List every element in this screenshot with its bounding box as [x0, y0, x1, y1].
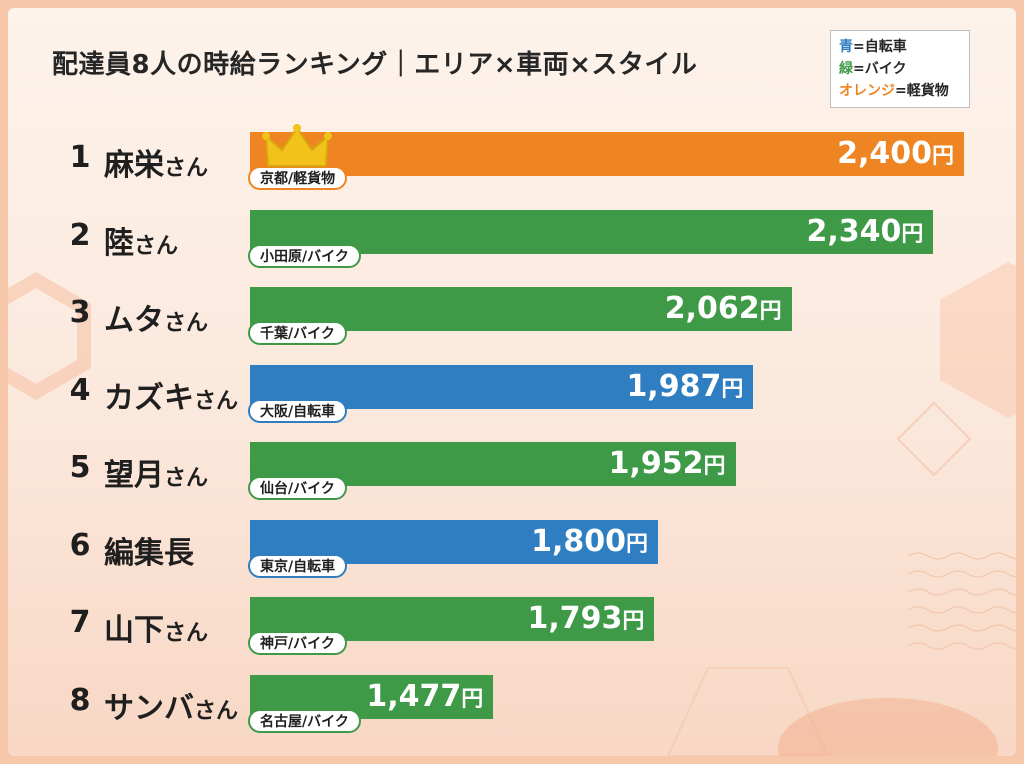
person-name: 山下さん	[104, 605, 208, 649]
person-name-text: 陸	[104, 225, 134, 261]
bar-value-number: 2,062	[664, 291, 760, 326]
honorific-suffix: さん	[194, 388, 239, 414]
bar-value-label: 2,400円	[837, 136, 954, 171]
bar-row: 1 麻栄さん 2,400円 京都/軽貨物	[8, 124, 1016, 202]
ranking-bar-chart: 1 麻栄さん 2,400円 京都/軽貨物 2 陸さん 2,340円 小田原/バイク 3 ムタさん 2…	[8, 8, 1016, 756]
legend-item-moto: 緑=バイク	[839, 58, 969, 80]
bar: 1,800円	[250, 519, 658, 564]
person-name-text: 麻栄	[104, 148, 164, 183]
bar-value-unit: 円	[721, 376, 744, 402]
bar-value-label: 1,477円	[366, 679, 483, 714]
bar-value-number: 1,800	[531, 523, 626, 559]
area-vehicle-tag: 仙台/バイク	[248, 476, 347, 500]
honorific-suffix: さん	[194, 698, 239, 724]
bar-value-unit: 円	[625, 531, 648, 557]
bar-value-unit: 円	[759, 299, 782, 324]
legend-key-green: 緑	[839, 61, 853, 77]
area-vehicle-tag: 小田原/バイク	[248, 243, 361, 268]
bar-row: 7 山下さん 1,793円神戸/バイク	[8, 595, 1016, 667]
rank-number: 6	[69, 527, 91, 563]
bar-row: 5 望月さん 1,952円仙台/バイク	[8, 440, 1016, 512]
honorific-suffix: さん	[134, 233, 179, 259]
chart-canvas: 配達員8人の時給ランキング｜エリア×車両×スタイル 青=自転車 緑=バイク オレ…	[8, 8, 1016, 756]
area-vehicle-tag: 千葉/バイク	[248, 321, 347, 345]
area-vehicle-tag: 大阪/自転車	[248, 398, 348, 423]
bar-row: 8 サンバさん 1,477円 名古屋/バイク	[8, 673, 1016, 745]
person-name-text: ムタ	[104, 303, 164, 338]
bar-value-unit: 円	[931, 144, 954, 169]
person-name: 編集長	[104, 528, 194, 572]
person-name-text: カズキ	[104, 380, 194, 416]
bar-row: 3 ムタさん 2,062円千葉/バイク	[8, 285, 1016, 357]
bar-value-number: 1,793	[527, 601, 623, 636]
bar-value-label: 1,987円	[626, 369, 743, 404]
chart-title: 配達員8人の時給ランキング｜エリア×車両×スタイル	[52, 50, 698, 80]
bar-value-number: 1,952	[608, 446, 704, 481]
rank-number: 8	[69, 682, 91, 718]
bar-value-label: 1,952円	[609, 446, 726, 481]
bar-value-unit: 円	[901, 221, 924, 247]
bar-value-unit: 円	[703, 454, 726, 479]
bar-value-unit: 円	[622, 609, 645, 634]
honorific-suffix: さん	[164, 311, 209, 336]
legend-key-blue: 青	[839, 39, 853, 55]
legend-label-moto: バイク	[864, 61, 907, 77]
area-vehicle-tag: 東京/自転車	[248, 553, 348, 578]
person-name: 望月さん	[104, 450, 208, 494]
legend-label-bike: 自転車	[864, 39, 907, 55]
person-name: カズキさん	[104, 373, 238, 417]
area-vehicle-tag: 神戸/バイク	[248, 631, 347, 655]
rank-number: 7	[69, 605, 91, 640]
honorific-suffix: さん	[164, 466, 209, 491]
legend-key-orange: オレンジ	[839, 83, 895, 99]
legend-equals: =	[853, 39, 865, 55]
bar-value-label: 1,793円	[528, 601, 645, 636]
bar-row: 6 編集長 1,800円東京/自転車	[8, 518, 1016, 590]
honorific-suffix: さん	[164, 621, 209, 646]
person-name-text: 山下	[104, 613, 164, 648]
rank-number: 2	[69, 217, 91, 253]
legend-label-van: 軽貨物	[906, 83, 949, 99]
person-name-text: サンバ	[104, 690, 194, 726]
rank-number: 1	[69, 140, 91, 175]
bar-row: 2 陸さん 2,340円 小田原/バイク	[8, 208, 1016, 280]
bar-value-number: 2,400	[837, 136, 932, 171]
legend-equals: =	[895, 83, 907, 99]
bar-value-unit: 円	[461, 686, 484, 712]
bar-value-label: 2,062円	[665, 291, 782, 326]
bar-value-label: 2,340円	[806, 214, 923, 249]
legend-item-bike: 青=自転車	[839, 36, 969, 58]
person-name: 陸さん	[104, 218, 178, 262]
bar-value-number: 1,477	[366, 678, 462, 714]
rank-number: 4	[69, 372, 91, 408]
honorific-suffix: さん	[164, 156, 209, 181]
bar-value-number: 2,340	[806, 213, 902, 249]
legend: 青=自転車 緑=バイク オレンジ=軽貨物	[830, 30, 970, 108]
person-name-text: 編集長	[104, 535, 194, 571]
crown-icon	[262, 124, 332, 167]
bar: 2,400円	[250, 132, 964, 176]
person-name: 麻栄さん	[104, 140, 208, 184]
person-name-text: 望月	[104, 458, 164, 493]
legend-equals: =	[853, 61, 865, 77]
bar-value-number: 1,987	[626, 368, 722, 404]
rank-number: 3	[69, 295, 91, 330]
legend-item-van: オレンジ=軽貨物	[839, 80, 969, 102]
bar: 2,340円	[250, 209, 934, 254]
person-name: ムタさん	[104, 295, 208, 339]
person-name: サンバさん	[104, 683, 238, 727]
bar-value-label: 1,800円	[531, 524, 648, 559]
area-vehicle-tag: 名古屋/バイク	[248, 708, 361, 733]
bar-row: 4 カズキさん 1,987円大阪/自転車	[8, 363, 1016, 435]
rank-number: 5	[69, 450, 91, 485]
